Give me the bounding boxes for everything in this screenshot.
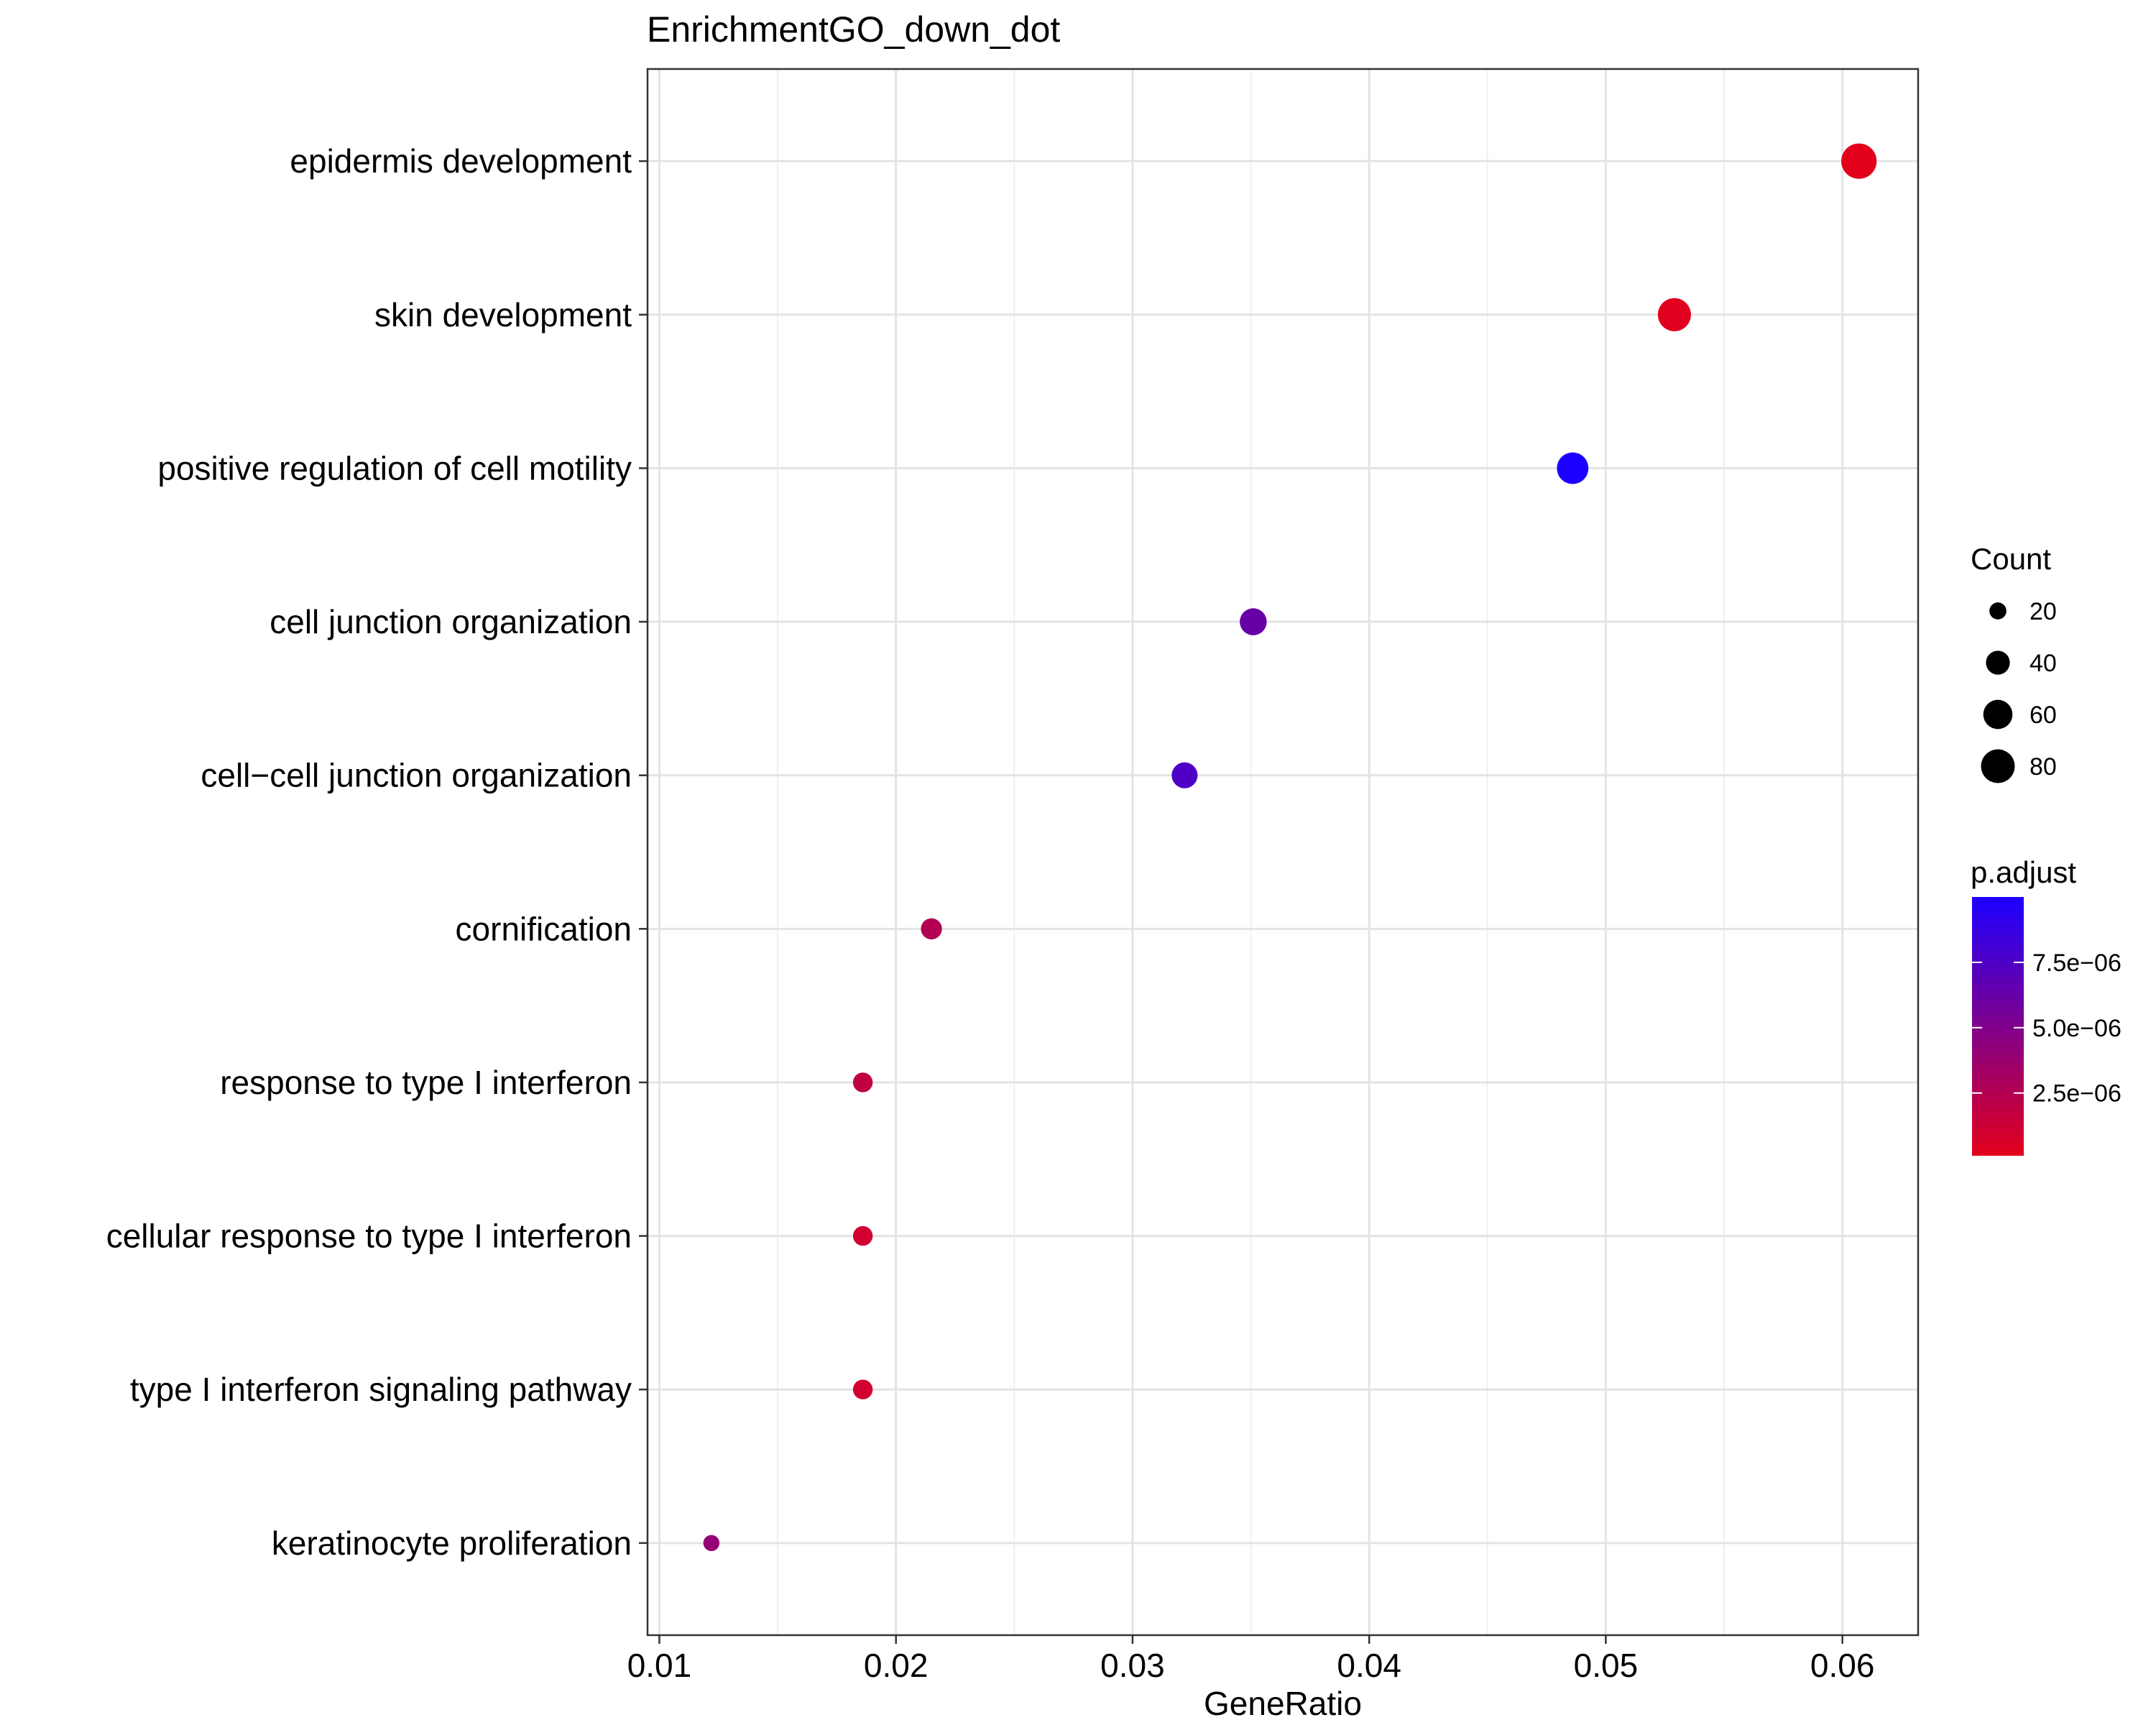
x-tick-label: 0.05 (1574, 1647, 1639, 1684)
plot-panel-border (646, 68, 1920, 1637)
y-category-label: epidermis development (290, 142, 632, 180)
x-tick-label: 0.06 (1810, 1647, 1875, 1684)
x-tick-label: 0.04 (1337, 1647, 1401, 1684)
data-point (921, 918, 942, 939)
y-category-label: keratinocyte proliferation (272, 1524, 632, 1562)
color-legend-bar (1972, 897, 2024, 1156)
size-legend-label: 20 (2030, 598, 2057, 625)
data-point (1557, 452, 1589, 484)
y-category-label: cell junction organization (270, 603, 632, 640)
size-legend-dot (1983, 699, 2013, 730)
x-tick-label: 0.03 (1100, 1647, 1165, 1684)
size-legend: Count 20 40 60 80 (1971, 542, 2057, 783)
y-axis: epidermis development skin development pos… (106, 142, 648, 1562)
data-point (1240, 608, 1267, 635)
x-tick-label: 0.01 (627, 1647, 692, 1684)
x-axis-title: GeneRatio (1204, 1685, 1362, 1722)
x-tick-label: 0.02 (864, 1647, 929, 1684)
size-legend-label: 40 (2030, 650, 2057, 677)
size-legend-dot (1986, 650, 2010, 675)
data-point (1171, 762, 1198, 788)
data-point (1657, 298, 1691, 331)
major-gridlines (648, 69, 1918, 1635)
size-legend-dot (1989, 602, 2007, 620)
size-legend-dot (1981, 749, 2015, 783)
color-legend-label: 5.0e−06 (2032, 1015, 2122, 1042)
data-point (703, 1535, 720, 1552)
data-point (852, 1072, 873, 1092)
data-point (852, 1225, 873, 1246)
y-category-label: cell−cell junction organization (201, 757, 632, 794)
data-point (1841, 143, 1877, 179)
color-legend-label: 2.5e−06 (2032, 1080, 2122, 1108)
size-legend-title: Count (1971, 542, 2051, 576)
y-category-label: skin development (374, 296, 632, 334)
color-legend-title: p.adjust (1971, 855, 2076, 889)
y-category-label: response to type I interferon (220, 1064, 632, 1101)
y-category-label: cornification (456, 910, 632, 947)
minor-gridlines (777, 69, 1726, 1635)
data-points (703, 143, 1877, 1552)
y-category-label: type I interferon signaling pathway (130, 1371, 632, 1408)
size-legend-label: 60 (2030, 702, 2057, 729)
y-category-label: cellular response to type I interferon (106, 1218, 632, 1255)
data-point (852, 1379, 873, 1399)
y-category-label: positive regulation of cell motility (157, 449, 632, 487)
color-legend: p.adjust 7.5e−06 5.0e−06 2.5e−06 (1971, 855, 2122, 1156)
x-axis: 0.01 0.02 0.03 0.04 0.05 0.06 (627, 1635, 1875, 1684)
color-legend-label: 7.5e−06 (2032, 949, 2122, 977)
chart-title: EnrichmentGO_down_dot (647, 9, 1060, 50)
size-legend-label: 80 (2030, 753, 2057, 781)
